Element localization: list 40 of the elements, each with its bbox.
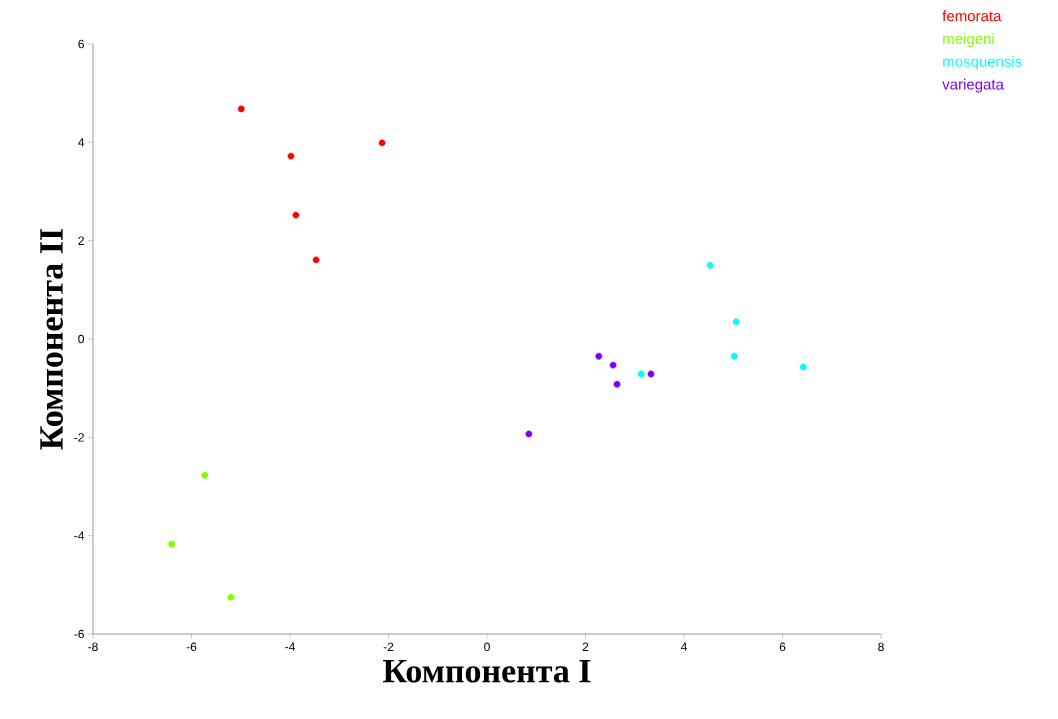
point bbox=[525, 430, 533, 438]
point bbox=[647, 370, 655, 378]
text: variegata bbox=[942, 78, 1004, 93]
point bbox=[237, 105, 245, 113]
y-tick-label: 2 bbox=[78, 236, 84, 245]
point bbox=[799, 363, 807, 371]
point bbox=[201, 471, 209, 479]
x-tick-label: -4 bbox=[285, 642, 295, 651]
x-tick-label: 0 bbox=[484, 642, 490, 652]
y-tick-label: 0 bbox=[78, 334, 84, 344]
y-axis-title: Компонента II bbox=[40, 229, 63, 450]
x-tick-label: -8 bbox=[88, 642, 98, 652]
point bbox=[227, 593, 235, 601]
point bbox=[595, 352, 603, 360]
point bbox=[706, 261, 714, 269]
point bbox=[730, 352, 738, 360]
x-tick-label: 4 bbox=[680, 642, 687, 651]
point bbox=[292, 211, 300, 219]
y-tick-label: -4 bbox=[74, 531, 85, 540]
x-axis-title: Компонента I bbox=[382, 659, 591, 683]
y-tick-label: 4 bbox=[78, 138, 85, 147]
point bbox=[312, 256, 320, 264]
x-tick-label: 6 bbox=[779, 642, 786, 652]
text: femorata bbox=[942, 10, 1002, 22]
y-tick-label: -6 bbox=[74, 629, 84, 639]
y-tick-label: 6 bbox=[78, 39, 84, 49]
text: meigeni bbox=[943, 33, 994, 48]
text: mosquensis bbox=[943, 55, 1022, 70]
y-tick-label: -2 bbox=[74, 433, 84, 442]
point bbox=[613, 380, 621, 388]
x-tick-label: 8 bbox=[878, 642, 884, 652]
point bbox=[378, 139, 386, 147]
point bbox=[732, 318, 740, 326]
x-tick-label: -2 bbox=[383, 642, 394, 651]
point bbox=[287, 152, 295, 160]
x-tick-label: -6 bbox=[186, 642, 197, 652]
point bbox=[168, 540, 176, 548]
point bbox=[609, 361, 617, 369]
x-tick-label: 2 bbox=[582, 642, 589, 651]
point bbox=[637, 370, 645, 378]
